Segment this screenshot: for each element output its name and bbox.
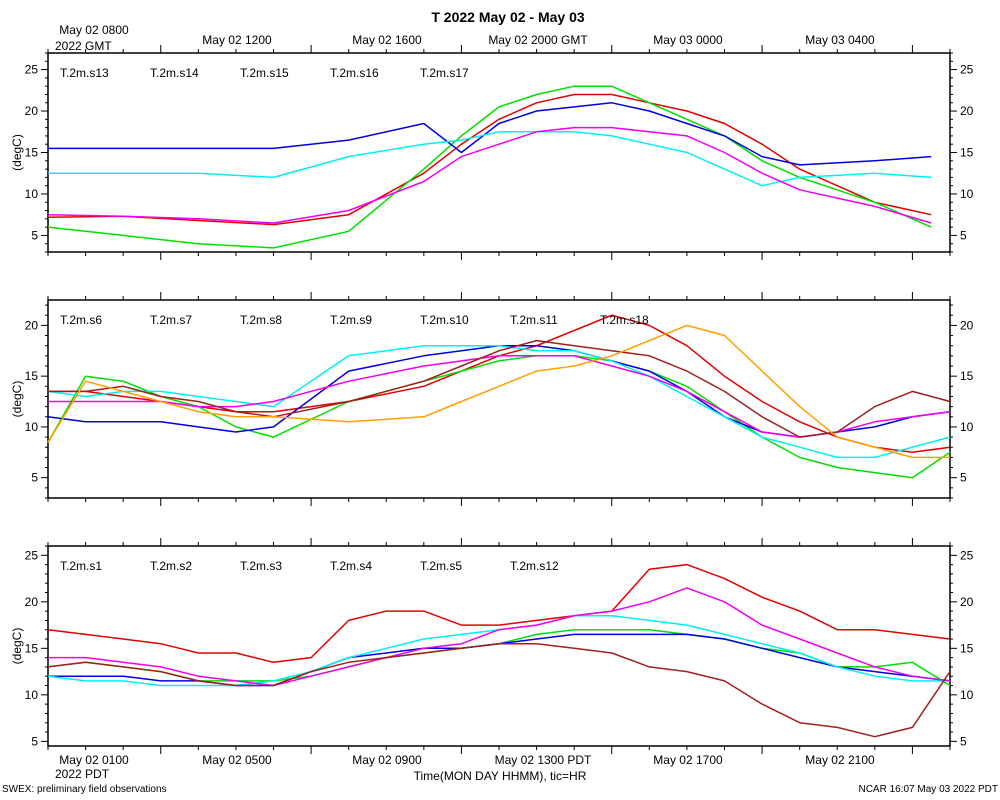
legend-entry: T.2m.s17 [420, 66, 469, 80]
y-tick-label: 15 [25, 146, 39, 160]
series-line-T.2m.s1 [47, 563, 951, 664]
panel-middle: 5 5 10 10 15 15 20 20 (degC) T.2m.s6 T.2m.s7 T.2m.s… [10, 292, 974, 506]
legend-entry: T.2m.s1 [60, 559, 102, 573]
legend-entry: T.2m.s13 [60, 66, 109, 80]
top-axis-label: May 02 1200 [202, 33, 272, 47]
y-tick-label: 10 [960, 187, 974, 201]
y-tick-label: 10 [960, 688, 974, 702]
y-tick-label: 10 [960, 420, 974, 434]
top-axis-year-label: 2022 GMT [55, 39, 112, 53]
legend-entry: T.2m.s8 [240, 313, 282, 327]
y-tick-label: 15 [25, 369, 39, 383]
series-line-T.2m.s4 [47, 615, 950, 687]
footer-right-note: NCAR 16:07 May 03 2022 PDT [858, 784, 998, 795]
y-tick-label: 20 [25, 318, 39, 332]
legend-entry: T.2m.s2 [150, 559, 192, 573]
series-line-T.2m.s15 [48, 102, 932, 166]
y-tick-label: 5 [960, 471, 967, 485]
y-tick-label: 15 [960, 146, 974, 160]
top-axis-label: May 03 0400 [805, 33, 875, 47]
y-tick-label: 25 [25, 63, 39, 77]
legend-entry: T.2m.s6 [60, 313, 102, 327]
bottom-axis-label: May 02 0900 [352, 753, 422, 767]
top-axis-label: May 03 0000 [653, 33, 723, 47]
bottom-axis-label: May 02 1700 [653, 753, 723, 767]
legend-entry: T.2m.s11 [510, 313, 558, 327]
series-line-T.2m.s11 [48, 339, 951, 438]
series-line-T.2m.s5 [48, 587, 951, 687]
series-line-T.2m.s13 [47, 93, 932, 226]
legend-entry: T.2m.s14 [150, 66, 199, 80]
panel-top: 5 5 10 10 15 15 20 20 25 25 (degC) T.2m.s13 T.2m.s14… [10, 45, 974, 260]
y-tick-label: 20 [25, 595, 39, 609]
plot-frame [47, 52, 951, 253]
figure-title: T 2022 May 02 - May 03 [431, 9, 585, 25]
legend-entry: T.2m.s16 [330, 66, 379, 80]
y-tick-label: 15 [25, 641, 39, 655]
x-axis-title: Time(MON DAY HHMM), tic=HR [414, 769, 587, 783]
bottom-axis-year-label: 2022 PDT [55, 767, 110, 781]
bottom-time-axis: May 02 0100 May 02 0500 May 02 0900 May … [55, 753, 875, 783]
top-time-axis: May 02 0800 May 02 1200 May 02 1600 May … [55, 23, 875, 53]
legend-entry: T.2m.s9 [330, 313, 372, 327]
series-line-T.2m.s6 [48, 314, 951, 454]
y-tick-label: 10 [25, 420, 39, 434]
bottom-axis-label: May 02 2100 [805, 753, 875, 767]
legend-entry: T.2m.s4 [330, 559, 372, 573]
y-tick-label: 10 [25, 688, 39, 702]
y-tick-label: 15 [960, 369, 974, 383]
y-axis-title: (degC) [10, 381, 24, 418]
bottom-axis-label: May 02 1300 PDT [495, 753, 592, 767]
y-tick-label: 5 [960, 228, 967, 242]
series-line-T.2m.s8 [47, 344, 951, 438]
bottom-axis-label: May 02 0100 [59, 753, 129, 767]
series-line-T.2m.s18 [47, 324, 950, 459]
footer-left-note: SWEX: preliminary field observations [2, 784, 167, 795]
legend-entry: T.2m.s18 [600, 313, 649, 327]
top-axis-label: May 02 0800 [59, 23, 129, 37]
legend-entry: T.2m.s3 [240, 559, 282, 573]
legend-entry: T.2m.s7 [150, 313, 192, 327]
y-tick-label: 5 [960, 734, 967, 748]
y-tick-label: 10 [25, 187, 39, 201]
legend-entry: T.2m.s12 [510, 559, 559, 573]
y-tick-label: 20 [960, 104, 974, 118]
panel-bottom: 5 5 10 10 15 15 20 20 25 25 (degC) T.2m.s1 T.2m.s2 T.… [10, 538, 974, 754]
bottom-axis-label: May 02 0500 [202, 753, 272, 767]
y-tick-label: 20 [25, 104, 39, 118]
plot-frame [47, 545, 951, 747]
series-line-T.2m.s17 [47, 126, 932, 224]
y-tick-label: 25 [25, 548, 39, 562]
y-tick-label: 5 [31, 228, 38, 242]
y-tick-label: 25 [960, 548, 974, 562]
series-line-T.2m.s7 [47, 355, 951, 479]
legend-entry: T.2m.s10 [420, 313, 469, 327]
y-tick-label: 5 [31, 734, 38, 748]
y-tick-label: 20 [960, 595, 974, 609]
series-line-T.2m.s14 [47, 85, 932, 249]
y-axis-title: (degC) [10, 134, 24, 171]
legend-entry: T.2m.s5 [420, 559, 462, 573]
y-tick-label: 20 [960, 318, 974, 332]
y-tick-label: 15 [960, 641, 974, 655]
top-axis-label: May 02 2000 GMT [488, 33, 588, 47]
y-tick-label: 5 [31, 471, 38, 485]
y-axis-title: (degC) [10, 628, 24, 665]
y-tick-label: 25 [960, 63, 974, 77]
series-line-T.2m.s16 [48, 131, 932, 187]
legend-entry: T.2m.s15 [240, 66, 289, 80]
series-line-T.2m.s9 [47, 344, 951, 459]
top-axis-label: May 02 1600 [352, 33, 422, 47]
series-line-T.2m.s12 [47, 642, 951, 738]
